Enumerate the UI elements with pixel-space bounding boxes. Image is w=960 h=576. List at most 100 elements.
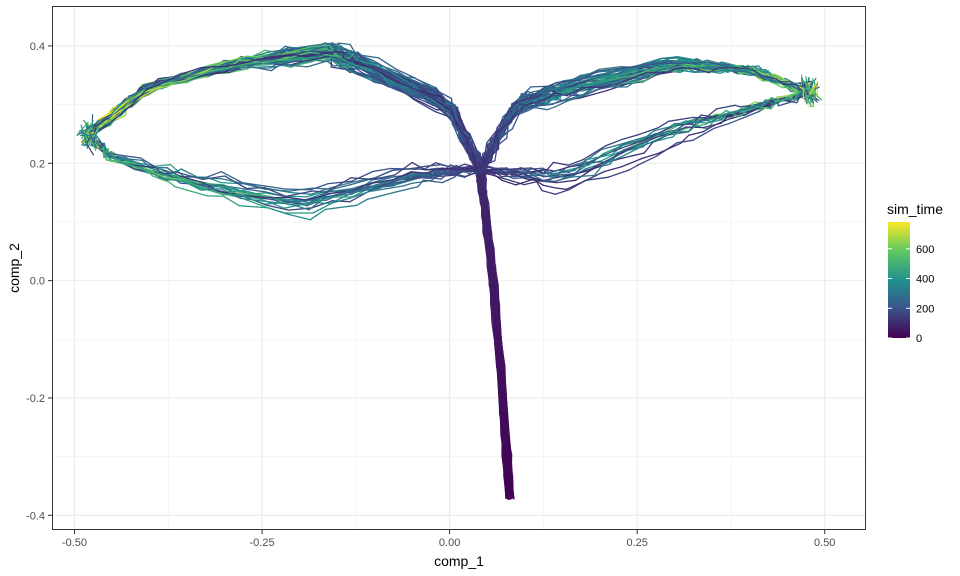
trajectory-segment: [222, 195, 240, 207]
trajectory-segment: [501, 432, 505, 455]
trajectory-segment: [511, 113, 520, 130]
trajectory-segment: [306, 192, 332, 201]
trajectory-segment: [152, 175, 170, 183]
trajectory-segment: [372, 167, 392, 173]
trajectory-segment: [481, 179, 483, 194]
trajectory-segment: [487, 216, 490, 234]
trajectory-segment: [337, 47, 346, 50]
grid-major: [52, 6, 866, 530]
trajectory-segment: [351, 182, 371, 190]
trajectory-segment: [490, 249, 493, 267]
trajectory-segment: [372, 180, 393, 187]
trajectory-segment: [546, 98, 554, 105]
trajectory-segment: [492, 266, 497, 285]
trajectory-segment: [485, 247, 489, 268]
trajectory-segment: [132, 164, 156, 169]
trajectory-segment: [484, 233, 490, 250]
trajectory-segment: [676, 139, 694, 144]
trajectory-segment: [677, 56, 696, 61]
trajectory-segment: [495, 325, 500, 346]
trajectory-segment: [329, 187, 354, 193]
trajectory-segment: [392, 171, 412, 181]
trajectory-segment: [539, 97, 561, 101]
trajectory-segment: [674, 68, 693, 72]
trajectory-segment: [502, 365, 507, 390]
trajectory-segment: [327, 180, 353, 185]
trajectory-segment: [288, 196, 308, 201]
trajectory-segment: [607, 169, 630, 178]
trajectory-segment: [201, 181, 222, 193]
trajectory-segment: [699, 127, 716, 137]
trajectory-segment: [357, 51, 374, 67]
trajectory-segment: [390, 172, 415, 182]
trajectory-segment: [600, 143, 620, 151]
trajectory-segment: [174, 186, 208, 197]
trajectory-segment: [355, 198, 368, 206]
trajectory-segment: [483, 203, 489, 218]
trajectory-segment: [265, 204, 290, 211]
trajectory-segment: [585, 176, 609, 181]
trajectory-segment: [530, 85, 547, 88]
trajectory-segment: [503, 411, 508, 435]
trajectory-segment: [541, 189, 557, 195]
trajectory-segment: [368, 185, 405, 193]
trajectory-segment: [311, 200, 334, 209]
trajectory-segment: [350, 190, 370, 199]
trajectory-segment: [439, 174, 456, 178]
trajectory-segment: [488, 232, 492, 251]
trajectory-segment: [759, 72, 780, 79]
trajectory-segment: [441, 176, 456, 184]
trajectory-segment: [285, 213, 311, 221]
trajectory-segment: [422, 179, 444, 184]
trajectory-segment: [168, 181, 176, 188]
panel-background: [52, 6, 866, 530]
trajectory-segment: [458, 137, 469, 155]
trajectory-segment: [496, 303, 499, 325]
trajectory-segment: [122, 157, 143, 162]
trajectory-segment: [495, 343, 499, 366]
trajectory-segment: [502, 453, 506, 478]
trajectory-segment: [619, 139, 645, 150]
trajectory-segment: [417, 179, 424, 188]
trajectory-segment: [481, 201, 484, 217]
trajectory-segment: [501, 343, 504, 367]
trajectory-segment: [489, 215, 492, 233]
trajectory-segment: [479, 180, 482, 191]
trajectory-segment: [410, 171, 427, 174]
trajectory-segment: [713, 122, 731, 129]
trajectory-segment: [638, 155, 658, 166]
trajectory-segment: [267, 207, 287, 215]
trajectory-segment: [487, 266, 491, 286]
trajectory-segment: [497, 343, 500, 368]
trajectory-segment: [501, 388, 505, 413]
trajectory-segment: [505, 388, 508, 413]
trajectory-segment: [527, 106, 535, 112]
trajectory-segment: [267, 185, 286, 190]
trajectory-segment: [494, 144, 499, 162]
trajectory-segment: [370, 179, 394, 184]
trajectory-segment: [692, 135, 702, 141]
trajectory-segment: [485, 216, 489, 235]
trajectory-segment: [567, 96, 580, 102]
trajectory-segment: [497, 322, 502, 345]
trajectory-segment: [524, 98, 535, 103]
trajectory-segment: [524, 86, 532, 94]
trajectory-segment: [288, 207, 313, 211]
trajectory-segment: [566, 84, 588, 90]
trajectory-segment: [412, 172, 429, 175]
trajectory-segment: [430, 173, 443, 182]
trajectory-segment: [582, 68, 600, 78]
trajectory-segment: [202, 61, 225, 68]
trajectory-segment: [412, 98, 436, 113]
trajectory-segment: [239, 194, 267, 199]
trajectory-segment: [496, 324, 501, 346]
trajectory-segment: [509, 475, 512, 498]
trajectory-segment: [205, 171, 222, 179]
trajectory-segment: [490, 231, 493, 250]
trajectory-segment: [618, 137, 641, 146]
trajectory-segment: [241, 187, 266, 193]
trajectory-segment: [312, 202, 334, 214]
trajectory-segment: [506, 455, 511, 477]
trajectory-segment: [229, 186, 249, 194]
trajectory-segment: [499, 412, 504, 436]
